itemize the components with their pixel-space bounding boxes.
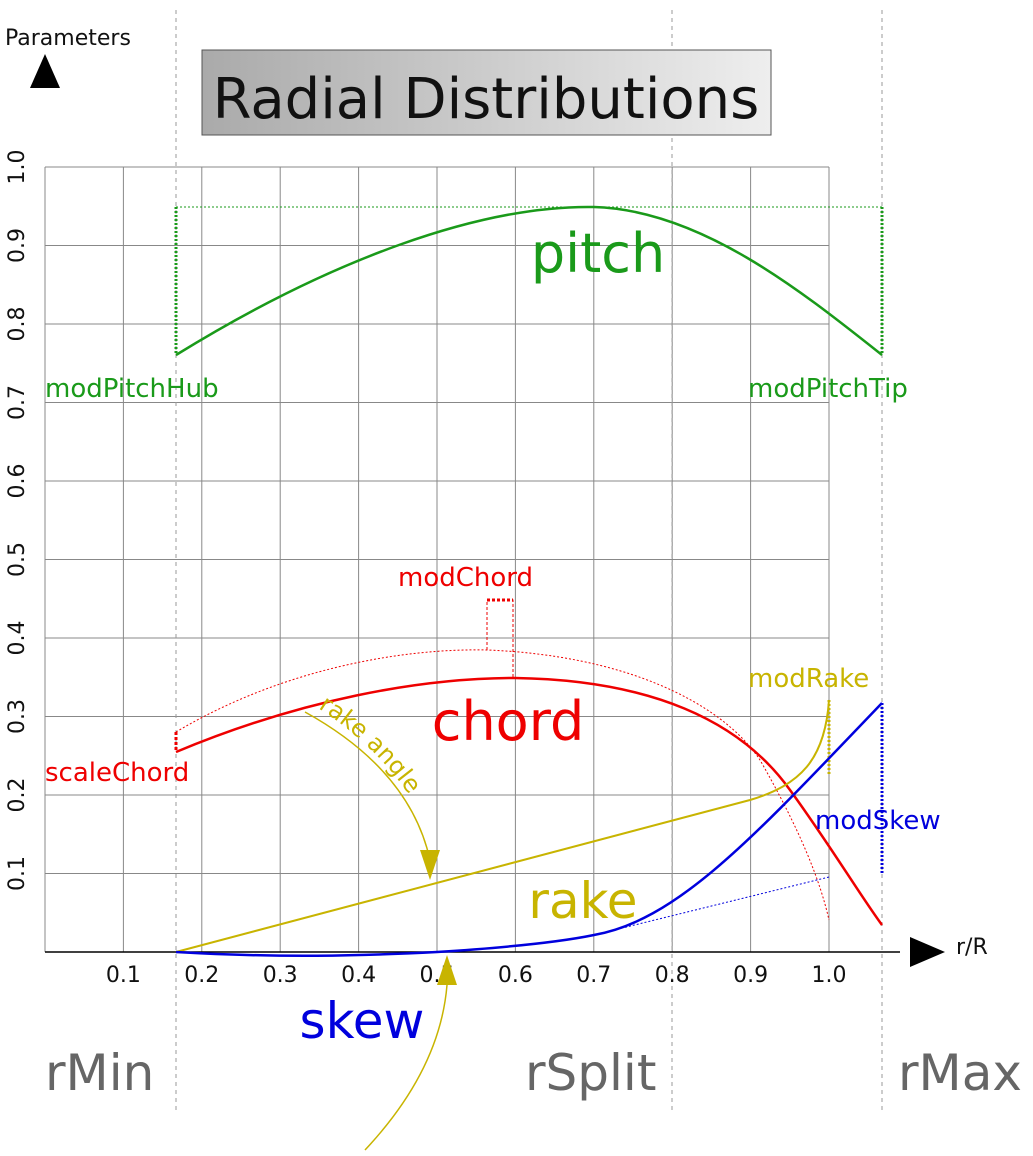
chord-label: chord (432, 690, 584, 753)
y-tick-label: 0.2 (5, 778, 30, 813)
skew-curve (175, 702, 883, 958)
x-tick-label: 0.7 (576, 963, 611, 988)
ticks: 0.1 0.2 0.3 0.4 0.5 0.6 0.7 0.8 0.9 1.0 0.1 0.2 0.3 0… (5, 150, 847, 989)
rake-angle-head (420, 850, 440, 880)
x-tick-label: 0.1 (106, 963, 141, 988)
x-axis-label: r/R (956, 935, 988, 960)
mod-chord-bracket (486, 599, 514, 678)
x-tick-label: 0.6 (498, 963, 533, 988)
mod-pitch-tip-label: modPitchTip (748, 374, 908, 404)
y-arrow (30, 54, 60, 88)
scale-chord-label: scaleChord (45, 758, 189, 788)
mod-skew-label: modSkew (815, 806, 941, 836)
chord-curve (175, 676, 884, 926)
rake-label: rake (528, 872, 637, 930)
y-tick-label: 0.5 (5, 542, 30, 577)
pitch-curve (175, 205, 883, 357)
y-tick-label: 0.1 (5, 856, 30, 891)
y-tick-label: 0.4 (5, 621, 30, 656)
mod-pitch-hub-label: modPitchHub (45, 374, 219, 404)
rake-pointer-head (437, 955, 457, 985)
title-box (201, 49, 772, 136)
r-max-label: rMax (898, 1044, 1022, 1102)
rake-angle-text: rake angle (315, 690, 427, 799)
rake-curve (175, 699, 830, 953)
y-tick-label: 0.7 (5, 385, 30, 420)
rake-angle-arc (304, 711, 431, 861)
chord-mod-curve (175, 649, 830, 921)
r-split-label: rSplit (525, 1044, 656, 1102)
mod-rake-label: modRake (748, 664, 869, 694)
skew-mod-line (593, 876, 830, 936)
skew-label: skew (300, 992, 425, 1050)
grid (44, 166, 900, 953)
x-arrow (910, 937, 945, 967)
rake-angle-label: rake angle (315, 690, 427, 799)
x-tick-label: 1.0 (812, 963, 847, 988)
rake-pointer (364, 984, 448, 1151)
r-min-label: rMin (45, 1044, 154, 1102)
y-axis-label: Parameters (5, 26, 131, 51)
y-tick-label: 0.8 (5, 307, 30, 342)
mod-chord-label: modChord (398, 563, 533, 593)
x-tick-label: 0.2 (184, 963, 219, 988)
y-tick-label: 0.9 (5, 228, 30, 263)
x-tick-label: 0.8 (655, 963, 690, 988)
title: Radial Distributions (213, 67, 760, 132)
y-tick-label: 0.3 (5, 699, 30, 734)
x-tick-label: 0.9 (733, 963, 768, 988)
x-tick-label: 0.3 (263, 963, 298, 988)
pitch-label: pitch (531, 222, 665, 285)
y-tick-label: 1.0 (5, 150, 30, 185)
y-tick-label: 0.6 (5, 464, 30, 499)
x-tick-label: 0.4 (341, 963, 376, 988)
